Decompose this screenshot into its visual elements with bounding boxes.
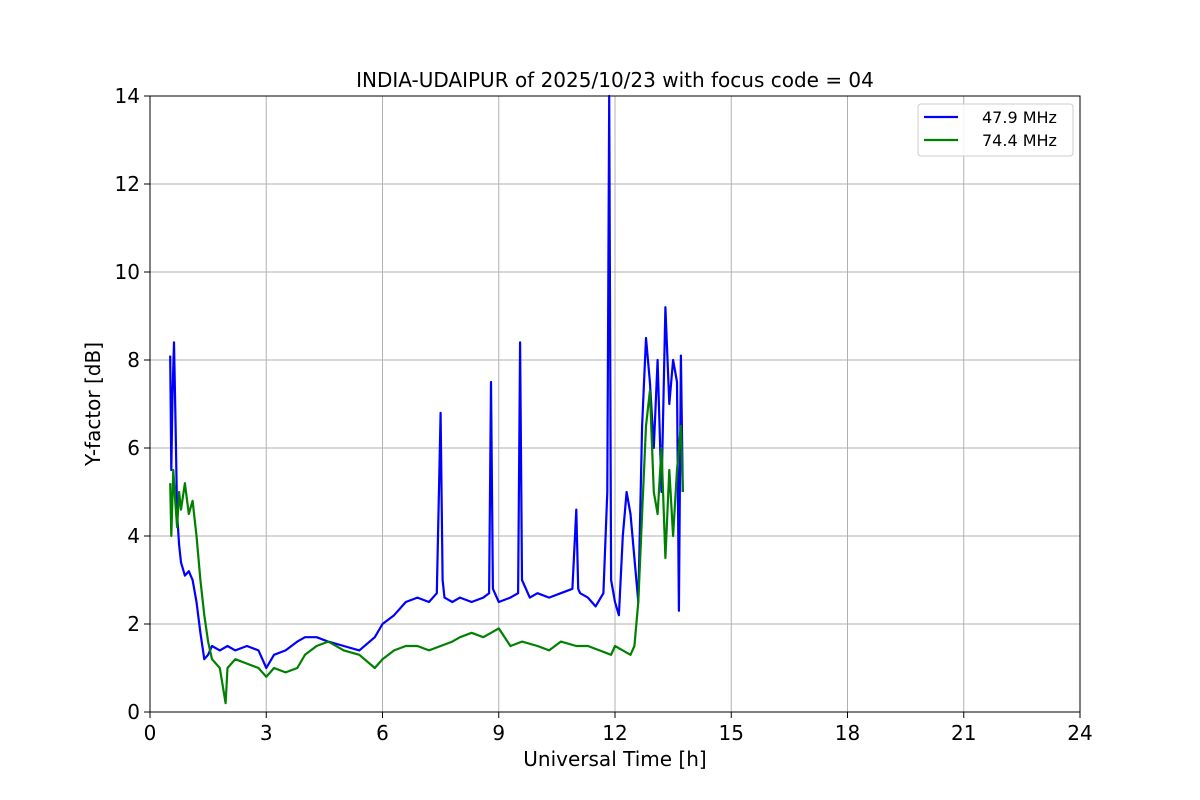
legend-label: 47.9 MHz bbox=[982, 108, 1057, 127]
x-tick-label: 18 bbox=[835, 721, 860, 745]
y-axis-label: Y-factor [dB] bbox=[81, 342, 105, 467]
y-tick-label: 8 bbox=[127, 348, 140, 372]
y-tick-label: 10 bbox=[115, 260, 140, 284]
x-tick-label: 15 bbox=[719, 721, 744, 745]
x-tick-label: 24 bbox=[1067, 721, 1092, 745]
chart-title: INDIA-UDAIPUR of 2025/10/23 with focus c… bbox=[356, 68, 874, 92]
y-tick-label: 14 bbox=[115, 84, 140, 108]
y-tick-label: 4 bbox=[127, 524, 140, 548]
legend: 47.9 MHz 74.4 MHz bbox=[917, 103, 1074, 157]
x-tick-label: 21 bbox=[951, 721, 976, 745]
x-tick-label: 3 bbox=[260, 721, 273, 745]
x-axis-label: Universal Time [h] bbox=[523, 747, 706, 771]
y-tick-label: 6 bbox=[127, 436, 140, 460]
x-tick-label: 9 bbox=[492, 721, 505, 745]
y-tick-label: 2 bbox=[127, 612, 140, 636]
x-tick-label: 12 bbox=[602, 721, 627, 745]
series-layer bbox=[169, 94, 684, 705]
series-line-47-9-mhz bbox=[169, 94, 684, 670]
legend-label: 74.4 MHz bbox=[982, 131, 1057, 150]
x-tick-label: 0 bbox=[144, 721, 157, 745]
grid-lines bbox=[149, 95, 1081, 713]
y-tick-label: 0 bbox=[127, 700, 140, 724]
x-tick-label: 6 bbox=[376, 721, 389, 745]
series-line-74-4-mhz bbox=[169, 389, 684, 705]
y-tick-label: 12 bbox=[115, 172, 140, 196]
